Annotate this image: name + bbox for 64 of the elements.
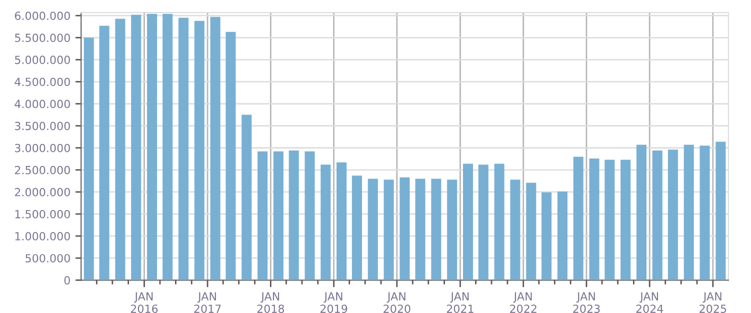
y-tick-label: 2.000.000	[14, 188, 70, 196]
bar	[368, 178, 378, 280]
y-tick-label: 6.000.000	[14, 12, 70, 20]
x-tick-label: JAN 2025	[700, 292, 726, 313]
bar	[447, 180, 458, 280]
bar	[700, 146, 710, 280]
y-tick-label: 5.500.000	[15, 34, 70, 42]
x-tick-label: JAN 2022	[510, 292, 536, 313]
x-tick-label: JAN 2021	[446, 292, 474, 313]
bar	[226, 32, 236, 280]
y-tick-label: 500.000	[26, 254, 70, 262]
y-tick-label: 4.000.000	[14, 100, 70, 108]
bar	[242, 114, 252, 280]
bar	[636, 144, 646, 280]
y-tick-label: 1.000.000	[15, 232, 70, 240]
y-tick-label: 4.500.000	[14, 78, 70, 86]
bar	[115, 18, 126, 280]
bar	[162, 14, 173, 280]
bar	[526, 182, 536, 280]
bar	[99, 26, 110, 280]
bar	[431, 178, 442, 280]
bar	[462, 164, 474, 280]
x-tick-label: JAN 2016	[130, 292, 158, 313]
x-tick-label: JAN 2020	[384, 292, 410, 313]
bar	[415, 178, 426, 280]
bar	[210, 16, 220, 280]
bar	[352, 176, 362, 280]
bar	[400, 177, 410, 280]
bar	[604, 160, 615, 280]
bar	[478, 164, 488, 280]
bar	[652, 150, 662, 280]
bar	[589, 158, 600, 280]
bar	[273, 151, 284, 280]
bar	[147, 14, 158, 280]
bar	[573, 156, 584, 280]
y-tick-label: 0	[64, 276, 70, 285]
bar	[494, 164, 504, 280]
bar	[194, 20, 204, 280]
bar	[620, 160, 631, 280]
y-tick-label: 3.000.000	[14, 144, 70, 152]
bar	[288, 150, 299, 280]
bar	[84, 38, 94, 280]
bar	[336, 162, 347, 280]
x-tick-label: JAN 2019	[320, 292, 348, 313]
bar	[542, 192, 552, 280]
bar	[258, 151, 268, 280]
x-tick-label: JAN 2023	[573, 292, 600, 313]
bar	[304, 151, 315, 280]
x-tick-label: JAN 2017	[194, 292, 221, 313]
x-tick-label: JAN 2018	[257, 292, 284, 313]
bar	[320, 164, 331, 280]
bar	[510, 180, 520, 280]
y-tick-label: 5.000.000	[15, 56, 70, 64]
bar	[668, 150, 678, 280]
y-tick-label: 2.500.000	[14, 166, 70, 174]
x-tick-label: JAN 2024	[636, 292, 664, 313]
bar	[131, 14, 142, 280]
bar	[384, 180, 394, 280]
y-tick-label: 3.500.000	[14, 122, 70, 130]
y-tick-label: 1.500.000	[15, 210, 70, 218]
bar	[684, 144, 694, 280]
bar	[716, 142, 726, 280]
bar	[557, 192, 568, 280]
bar	[178, 18, 189, 280]
